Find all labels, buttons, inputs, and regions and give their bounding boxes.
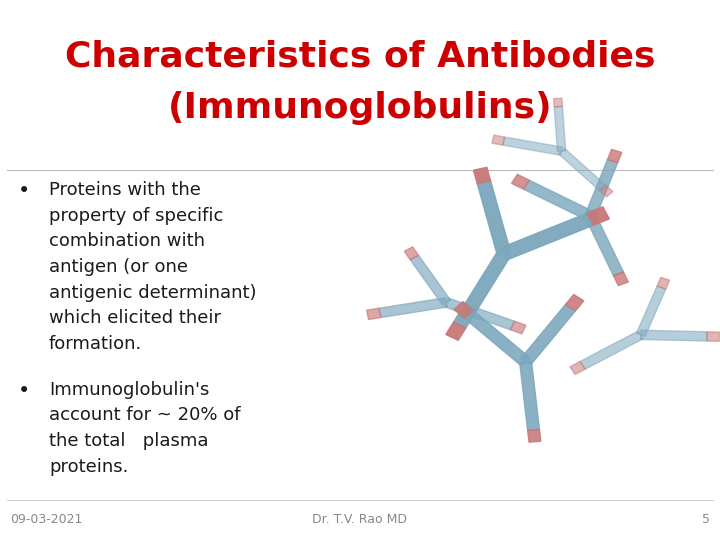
Polygon shape: [570, 362, 585, 374]
Polygon shape: [379, 298, 447, 318]
Polygon shape: [410, 255, 451, 305]
Polygon shape: [503, 137, 562, 155]
Polygon shape: [707, 332, 719, 341]
Text: •: •: [18, 381, 30, 401]
Polygon shape: [523, 180, 593, 220]
Polygon shape: [492, 135, 505, 145]
Polygon shape: [454, 301, 473, 319]
Polygon shape: [454, 251, 510, 328]
Text: 09-03-2021: 09-03-2021: [10, 513, 83, 526]
Polygon shape: [580, 331, 644, 369]
Polygon shape: [520, 361, 539, 430]
Polygon shape: [512, 174, 529, 189]
Polygon shape: [613, 272, 629, 286]
Polygon shape: [641, 330, 707, 341]
Polygon shape: [587, 207, 609, 225]
Polygon shape: [608, 150, 622, 163]
Text: Proteins with the
property of specific
combination with
antigen (or one
antigeni: Proteins with the property of specific c…: [49, 181, 256, 353]
Polygon shape: [477, 181, 510, 255]
Polygon shape: [464, 310, 530, 366]
Polygon shape: [554, 106, 566, 151]
Polygon shape: [444, 298, 515, 330]
Polygon shape: [559, 148, 606, 191]
Polygon shape: [657, 278, 670, 289]
Text: Characteristics of Antibodies: Characteristics of Antibodies: [65, 40, 655, 73]
Polygon shape: [528, 429, 541, 442]
Text: Immunoglobulin's
account for ~ 20% of
the total   plasma
proteins.: Immunoglobulin's account for ~ 20% of th…: [49, 381, 240, 476]
Polygon shape: [510, 321, 526, 334]
Text: •: •: [18, 181, 30, 201]
Polygon shape: [521, 305, 575, 365]
Polygon shape: [599, 185, 613, 197]
Polygon shape: [404, 247, 418, 260]
Polygon shape: [554, 98, 562, 107]
Text: Dr. T.V. Rao MD: Dr. T.V. Rao MD: [312, 513, 408, 526]
Polygon shape: [636, 286, 666, 336]
Polygon shape: [565, 294, 584, 311]
Polygon shape: [474, 167, 490, 184]
Polygon shape: [585, 214, 624, 275]
Text: (Immunoglobulins): (Immunoglobulins): [168, 91, 552, 125]
Text: 5: 5: [702, 513, 710, 526]
Polygon shape: [501, 213, 593, 260]
Polygon shape: [366, 308, 381, 320]
Polygon shape: [585, 160, 618, 218]
Polygon shape: [446, 322, 466, 340]
